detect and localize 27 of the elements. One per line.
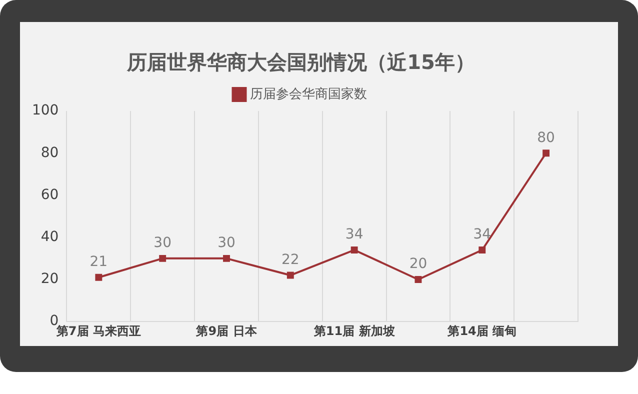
point <box>223 254 230 262</box>
y-tick-label: 100 <box>32 102 59 119</box>
y-tick-label: 40 <box>40 229 59 245</box>
x-tick-label: 第7届 马来西亚 <box>55 324 141 338</box>
point <box>414 276 422 283</box>
legend-label: 历届参会华商国家数 <box>250 86 367 102</box>
data-label: 30 <box>218 235 236 252</box>
point <box>286 272 294 279</box>
x-tick-label: 第9届 日本 <box>195 324 258 338</box>
point <box>350 246 358 254</box>
point <box>95 274 102 281</box>
y-tick-label: 60 <box>40 186 59 203</box>
point <box>159 254 166 262</box>
data-label: 30 <box>154 235 172 252</box>
x-tick-label: 第11届 新加坡 <box>312 324 396 338</box>
x-tick-label: 第14届 缅甸 <box>446 324 517 338</box>
data-label: 21 <box>90 254 108 270</box>
data-label: 22 <box>281 252 300 268</box>
data-label: 34 <box>345 226 364 243</box>
data-label: 80 <box>537 130 555 146</box>
y-tick-label: 80 <box>40 144 59 161</box>
y-tick-label: 20 <box>40 271 59 288</box>
point <box>478 246 486 254</box>
point <box>542 150 550 157</box>
data-label: 20 <box>409 256 428 272</box>
chart-title: 历届世界华商大会国别情况（近15年） <box>126 50 475 74</box>
data-label: 34 <box>473 226 492 243</box>
